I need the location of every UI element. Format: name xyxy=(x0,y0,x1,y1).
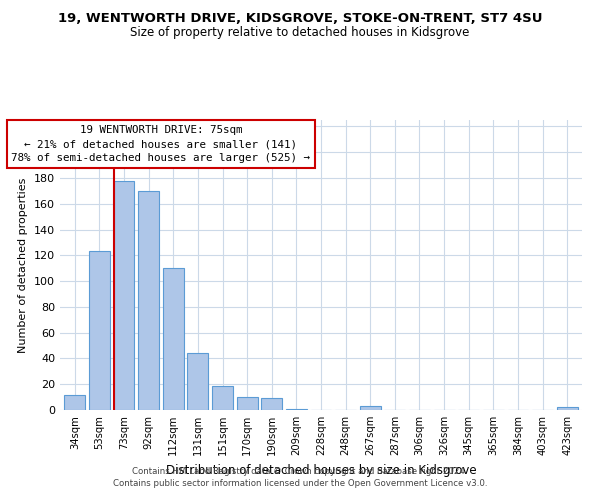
Text: Contains HM Land Registry data © Crown copyright and database right 2024.
Contai: Contains HM Land Registry data © Crown c… xyxy=(113,466,487,487)
Text: 19 WENTWORTH DRIVE: 75sqm
← 21% of detached houses are smaller (141)
78% of semi: 19 WENTWORTH DRIVE: 75sqm ← 21% of detac… xyxy=(11,125,310,163)
X-axis label: Distribution of detached houses by size in Kidsgrove: Distribution of detached houses by size … xyxy=(166,464,476,476)
Bar xyxy=(212,386,233,410)
Bar xyxy=(261,398,282,410)
Bar xyxy=(113,180,134,410)
Bar xyxy=(64,394,85,410)
Bar xyxy=(360,406,381,410)
Bar xyxy=(557,408,578,410)
Bar xyxy=(236,397,257,410)
Bar xyxy=(138,191,159,410)
Text: Size of property relative to detached houses in Kidsgrove: Size of property relative to detached ho… xyxy=(130,26,470,39)
Text: 19, WENTWORTH DRIVE, KIDSGROVE, STOKE-ON-TRENT, ST7 4SU: 19, WENTWORTH DRIVE, KIDSGROVE, STOKE-ON… xyxy=(58,12,542,26)
Bar xyxy=(89,252,110,410)
Y-axis label: Number of detached properties: Number of detached properties xyxy=(19,178,28,352)
Bar xyxy=(286,408,307,410)
Bar xyxy=(163,268,184,410)
Bar xyxy=(187,354,208,410)
